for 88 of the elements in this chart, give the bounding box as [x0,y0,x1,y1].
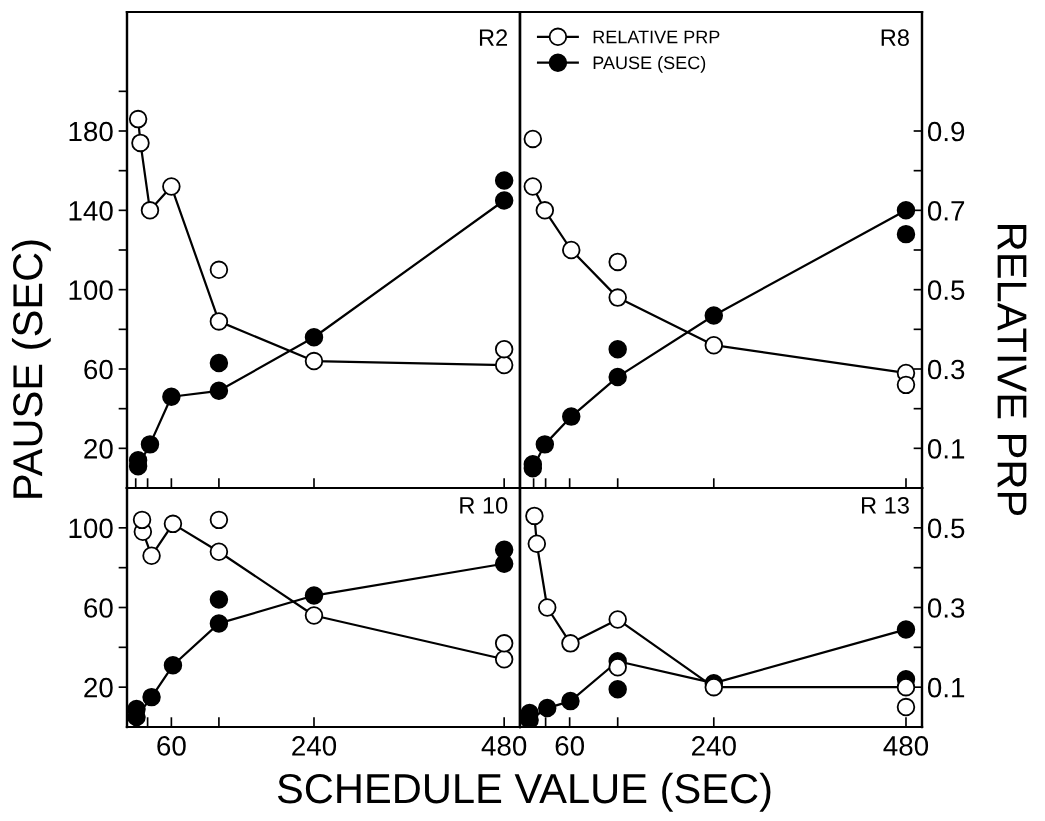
point [209,381,229,401]
point [140,201,160,220]
y2-tick-label: 0.3 [927,359,965,380]
y-tick-label: 20 [84,439,113,459]
point [608,252,627,272]
point [209,510,229,530]
annotation: R 13 [862,496,909,514]
point [304,586,324,605]
y-tick-label: 180 [69,121,113,142]
point [142,687,161,707]
y2-tick-label: 0.5 [927,280,965,301]
point [896,677,916,697]
point [494,171,514,190]
y-tick-label: 100 [69,280,113,301]
point [163,514,183,534]
y-tick-label: 140 [69,201,113,221]
point [209,542,229,561]
x-tick-label: 480 [481,736,527,756]
point [608,658,627,677]
point [608,610,627,629]
point [131,133,150,153]
annotation: R 10 [460,496,508,514]
point [704,335,724,355]
y2-tick-label: 0.3 [927,598,965,618]
point [561,691,580,711]
x-tick-label: 480 [883,736,929,756]
point [209,353,229,373]
y2-tick-label: 0.9 [927,121,965,142]
x-tick-label: 60 [555,736,585,756]
point [562,407,581,426]
point [527,534,547,554]
point [896,201,916,220]
point [608,339,627,359]
y2-tick-label: 0.5 [927,518,965,539]
y-tick-label: 20 [84,677,113,698]
y2-tick-label: 0.1 [927,677,965,698]
point [535,435,555,454]
legend-label: PAUSE (SEC) [593,55,706,73]
point [896,697,916,717]
point [525,506,544,526]
point [128,109,148,129]
y2-axis-title: RELATIVE PRP [997,225,1027,516]
y-axis-title: PAUSE (SEC) [11,240,51,498]
point [142,546,161,565]
x-axis-title: SCHEDULE VALUE (SEC) [277,772,771,812]
x-tick-label: 240 [692,736,736,756]
y2-tick-label: 0.1 [927,439,965,459]
point [140,435,160,454]
point [162,387,181,407]
y-tick-label: 60 [84,598,113,618]
point [494,634,514,653]
point [209,260,229,280]
point [535,201,555,220]
point [523,177,543,196]
point [163,656,183,675]
point [537,598,557,617]
point [608,288,627,307]
point [896,224,916,244]
point [209,312,229,331]
legend-label: RELATIVE PRP [593,30,720,44]
point [704,306,724,325]
point [523,129,543,149]
point [608,367,627,387]
annotation: R8 [881,29,909,46]
point [209,614,229,633]
point [162,177,181,196]
y-tick-label: 60 [84,359,113,380]
point [494,355,514,375]
point [494,339,514,359]
point [304,351,324,371]
point [494,650,514,669]
point [304,606,324,625]
y-tick-label: 100 [69,518,113,539]
point [209,590,229,609]
point [537,698,557,718]
point [896,375,916,395]
point [304,328,324,347]
x-tick-label: 240 [292,736,337,756]
annotation: R2 [479,29,508,46]
point [494,191,514,210]
point [896,620,916,639]
point [608,679,627,699]
y2-tick-label: 0.7 [927,201,965,221]
point [561,634,580,653]
x-tick-label: 60 [157,736,186,756]
point [562,240,581,260]
point [494,540,514,559]
point [132,510,152,530]
